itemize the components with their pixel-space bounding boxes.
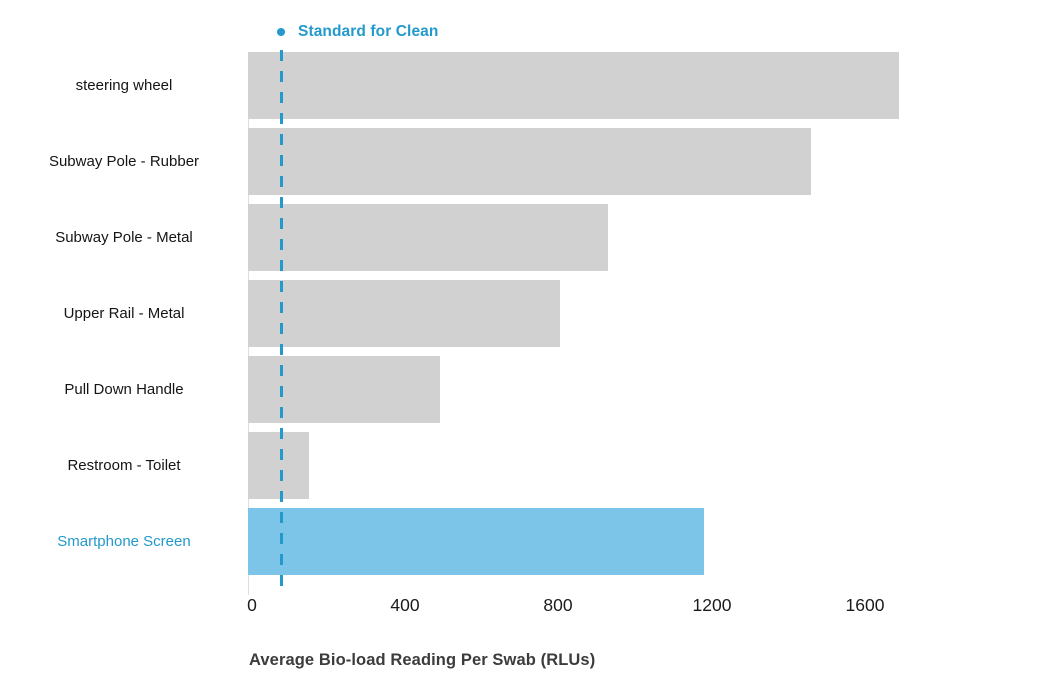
legend-marker-dot-icon: [277, 28, 285, 36]
x-tick-label: 1600: [845, 595, 885, 615]
legend: Standard for Clean: [277, 23, 438, 41]
x-tick-label: 1200: [692, 595, 732, 615]
bar: [248, 128, 811, 195]
x-axis-title: Average Bio-load Reading Per Swab (RLUs): [249, 651, 596, 669]
x-tick-label: 0: [247, 595, 257, 615]
category-label: Upper Rail - Metal: [63, 305, 185, 322]
category-label: Smartphone Screen: [57, 533, 191, 550]
category-label: Subway Pole - Rubber: [48, 153, 200, 170]
bar: [248, 52, 899, 119]
x-tick-label: 800: [543, 595, 573, 615]
bar: [248, 508, 704, 575]
x-axis-ticks: 0 400 800 1200 1600: [247, 595, 948, 619]
x-tick-label: 400: [390, 595, 420, 615]
bar: [248, 432, 309, 499]
category-label: Restroom - Toilet: [67, 457, 181, 474]
legend-label: Standard for Clean: [298, 23, 439, 40]
bar: [248, 204, 608, 271]
reference-line: [280, 50, 283, 595]
category-label: steering wheel: [75, 77, 173, 94]
bar: [248, 280, 560, 347]
bar: [248, 356, 440, 423]
category-label: Pull Down Handle: [64, 381, 184, 398]
plot-area: [248, 52, 908, 575]
category-label: Subway Pole - Metal: [55, 229, 193, 246]
